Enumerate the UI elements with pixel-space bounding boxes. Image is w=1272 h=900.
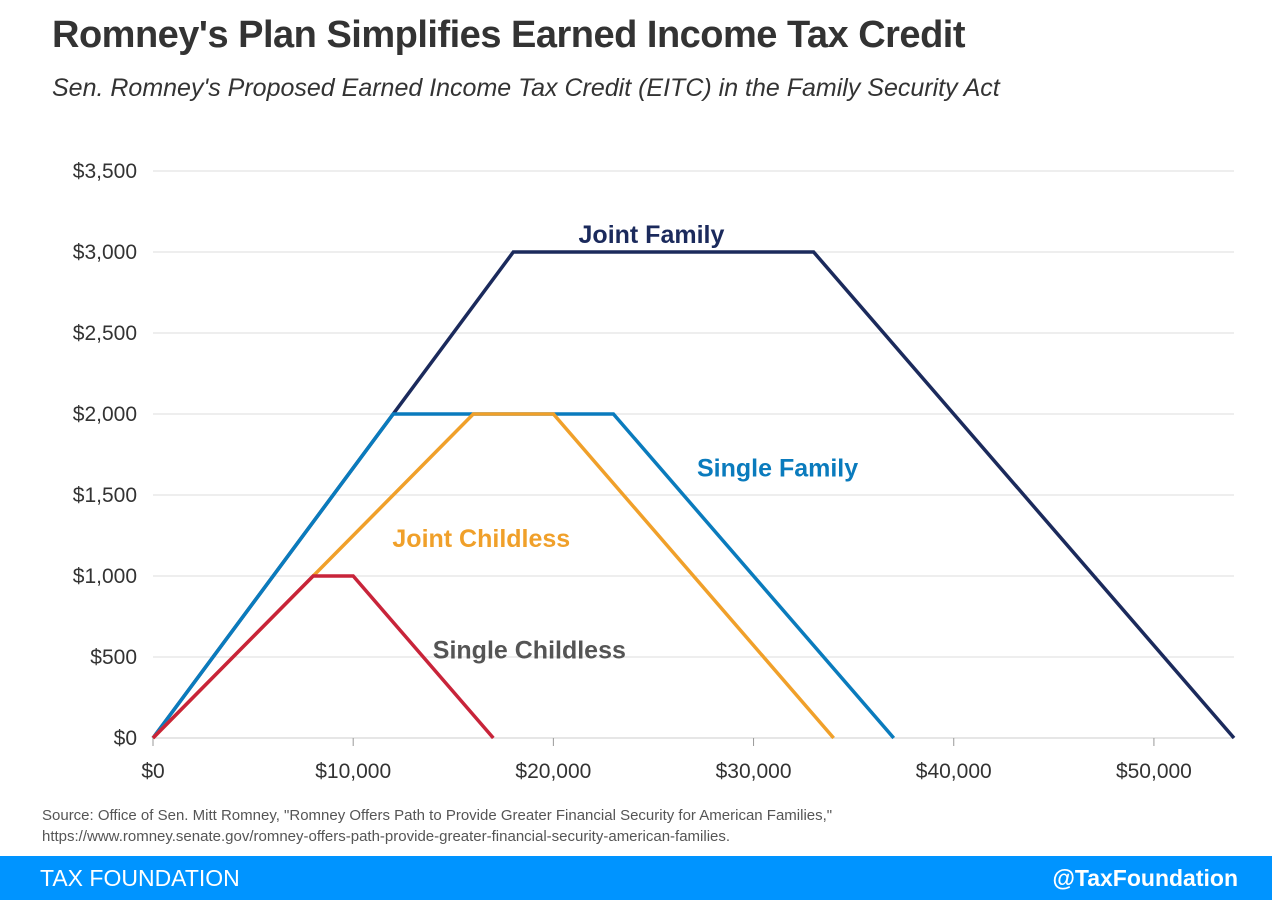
footer-bar: TAX FOUNDATION @TaxFoundation (0, 856, 1272, 900)
x-tick-label: $30,000 (716, 760, 792, 783)
y-tick-label: $1,000 (73, 565, 137, 588)
y-tick-label: $1,500 (73, 484, 137, 507)
series-label-joint-childless: Joint Childless (392, 525, 570, 553)
y-tick-label: $3,500 (73, 160, 137, 183)
series-label-joint-family: Joint Family (579, 221, 725, 249)
x-tick-label: $40,000 (916, 760, 992, 783)
x-tick-label: $0 (141, 760, 164, 783)
series-label-single-family: Single Family (697, 454, 858, 482)
y-tick-label: $3,000 (73, 241, 137, 264)
x-tick-label: $50,000 (1116, 760, 1192, 783)
source-note: Source: Office of Sen. Mitt Romney, "Rom… (42, 805, 1242, 847)
footer-handle[interactable]: @TaxFoundation (1052, 865, 1238, 891)
series-lines (151, 250, 1236, 740)
x-axis-ticks: $0 $10,000 $20,000 $30,000 $40,000 $50,000 (141, 738, 1192, 783)
y-tick-label: $500 (90, 646, 137, 669)
series-labels: Joint Family Single Family Joint Childless… (392, 221, 858, 665)
y-tick-label: $2,000 (73, 403, 137, 426)
source-line-2: https://www.romney.senate.gov/romney-off… (42, 828, 731, 845)
series-line-single-childless (151, 574, 495, 740)
y-tick-label: $0 (114, 727, 137, 750)
x-tick-label: $20,000 (515, 760, 591, 783)
eitc-line-chart: $0 $500 $1,000 $1,500 $2,000 $2,500 $3,000 $3,5… (73, 160, 1236, 783)
source-line-1: Source: Office of Sen. Mitt Romney, "Rom… (42, 807, 833, 824)
footer-brand: TAX FOUNDATION (40, 865, 240, 891)
chart-subtitle: Sen. Romney's Proposed Earned Income Tax… (52, 74, 1000, 102)
grid-lines (153, 170, 1234, 739)
y-tick-label: $2,500 (73, 322, 137, 345)
chart-title: Romney's Plan Simplifies Earned Income T… (52, 14, 966, 56)
series-label-single-childless: Single Childless (433, 637, 626, 665)
y-axis-ticks: $0 $500 $1,000 $1,500 $2,000 $2,500 $3,000 $3,5… (73, 160, 137, 750)
x-tick-label: $10,000 (315, 760, 391, 783)
